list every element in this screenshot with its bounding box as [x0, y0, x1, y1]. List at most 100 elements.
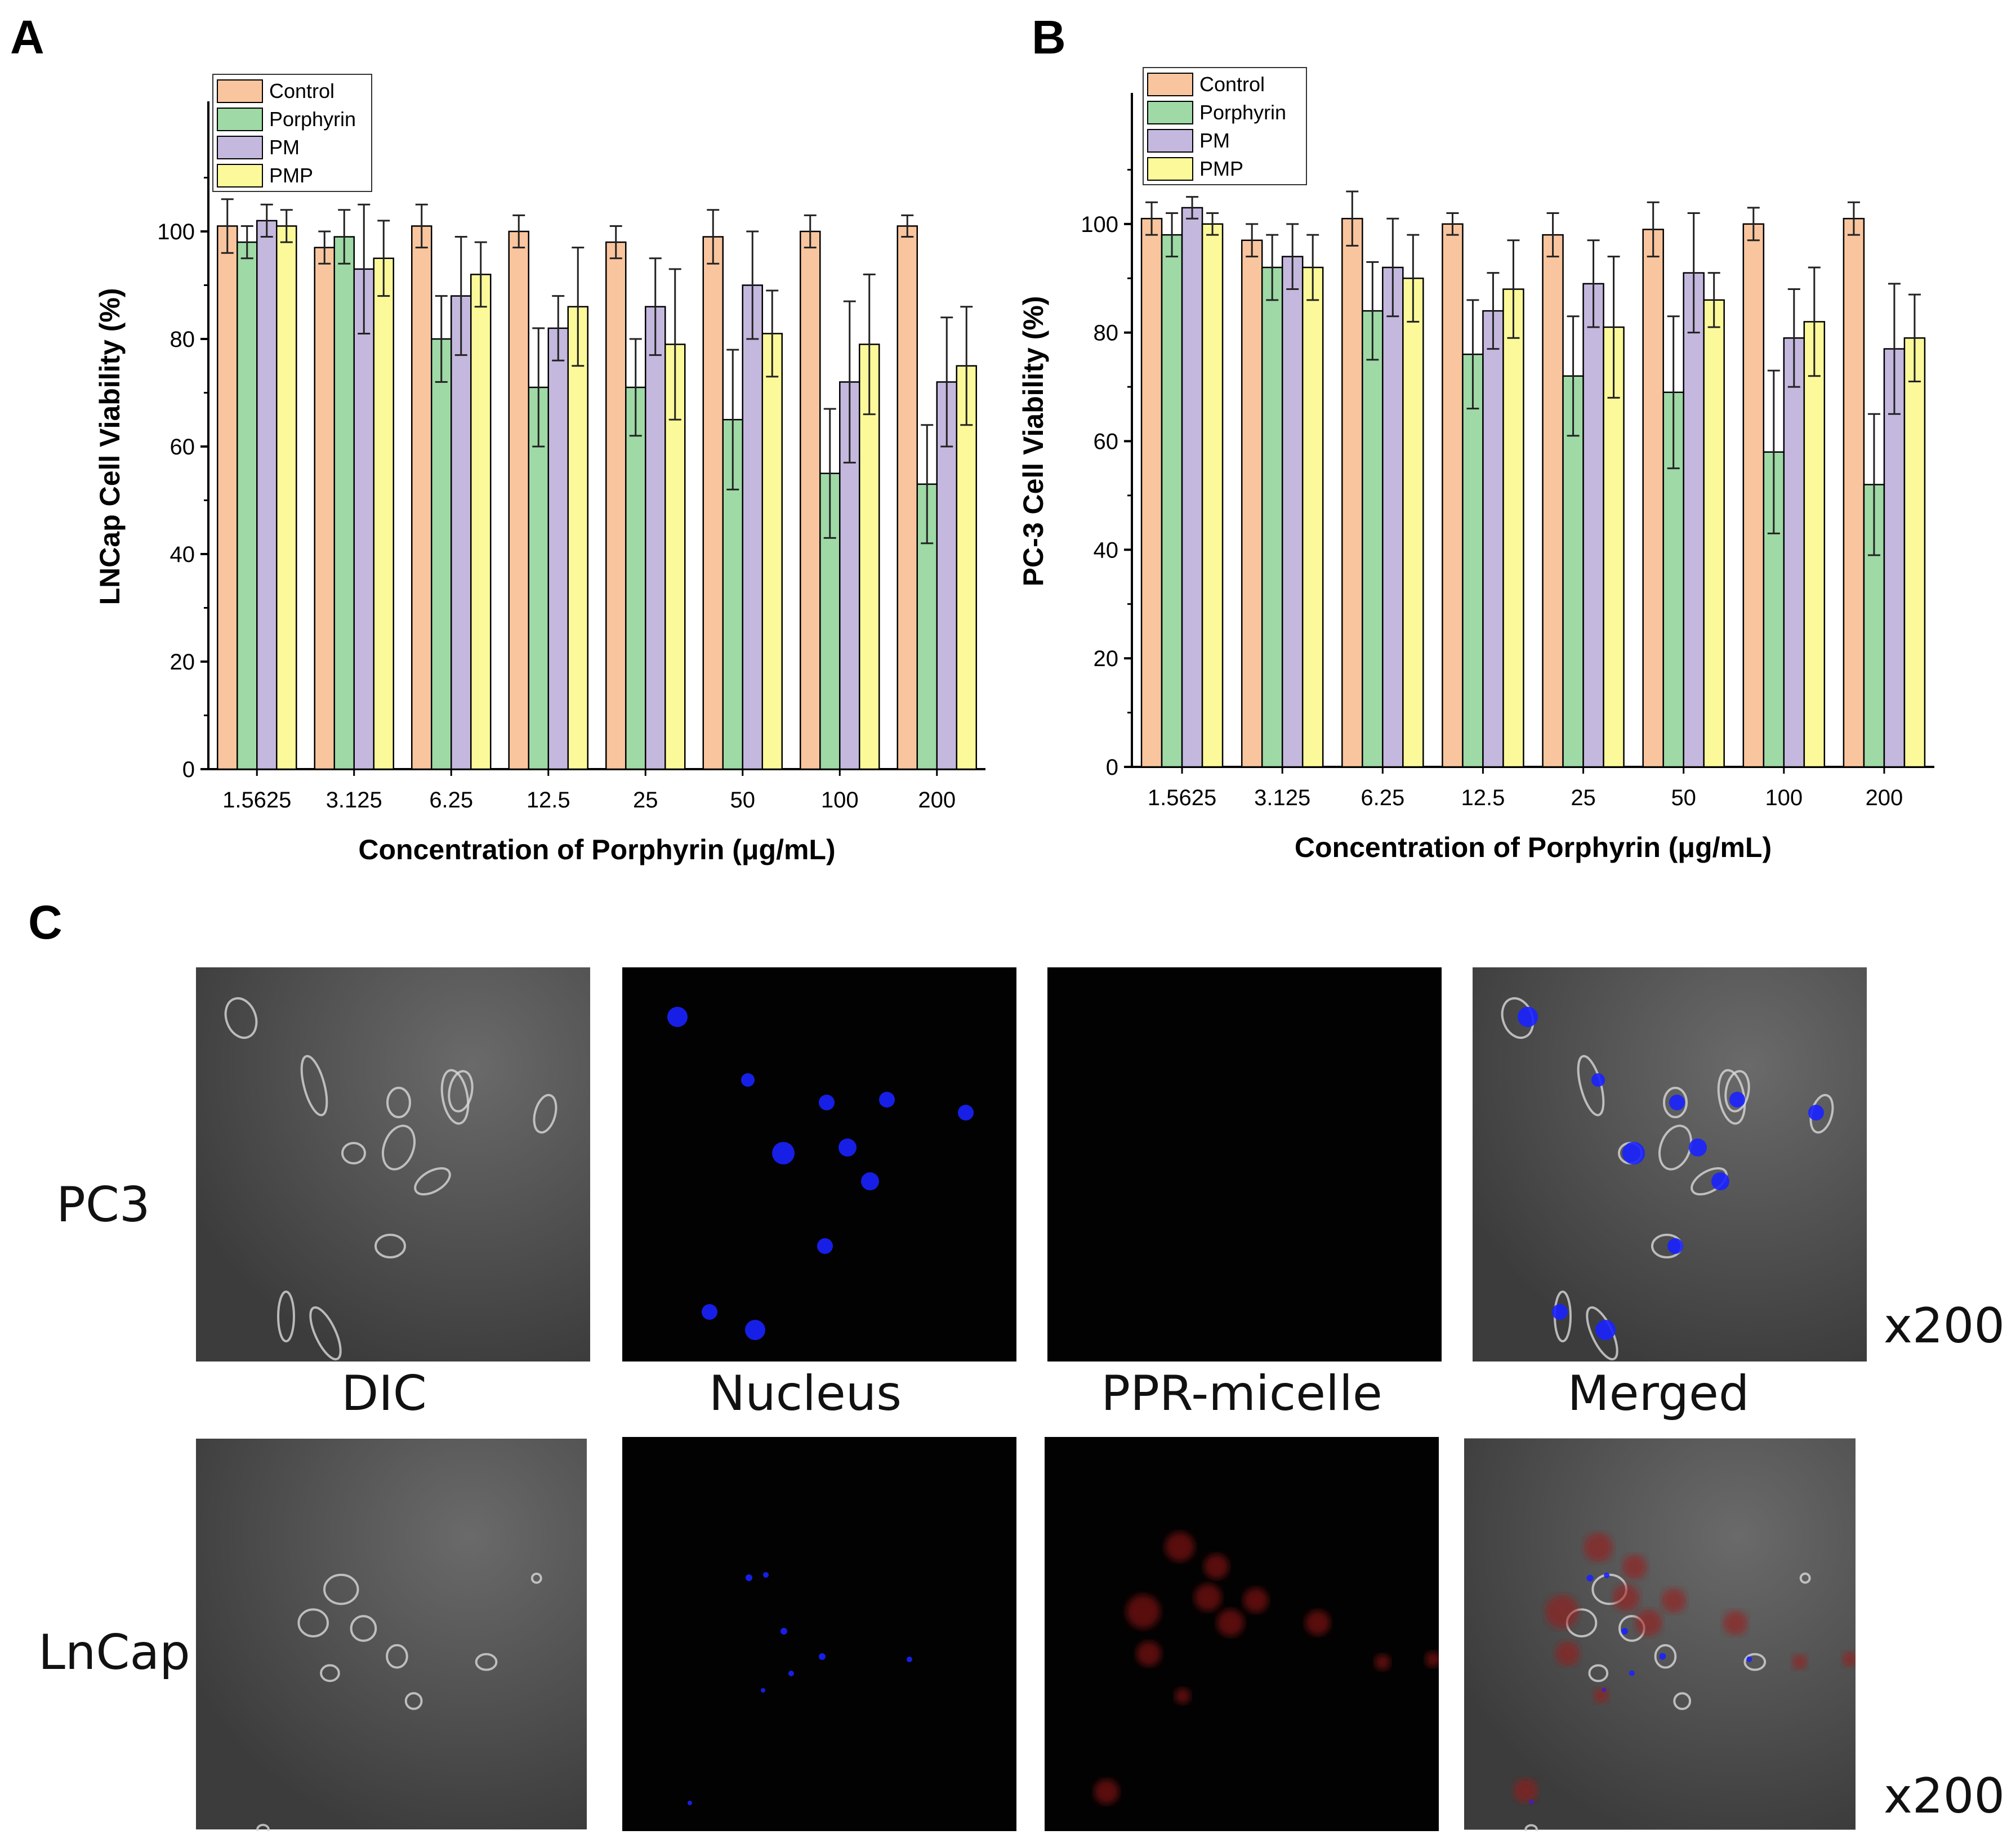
bar-control-1: [1241, 239, 1263, 768]
bar-pm-5: [1683, 272, 1705, 768]
bar-pmp-4: [1603, 326, 1625, 768]
bar-control-2: [1341, 217, 1363, 768]
bar-pm-2: [451, 295, 472, 770]
bar-pmp-5: [761, 333, 783, 770]
x-tick-label: 50: [730, 788, 756, 813]
legend-label-porphyrin: Porphyrin: [269, 108, 356, 131]
x-axis-label: Concentration of Porphyrin (μg/mL): [1295, 832, 1772, 863]
bar-pm-4: [1582, 283, 1604, 768]
bar-pmp-2: [470, 274, 492, 770]
panel-label-b: B: [1032, 11, 1066, 64]
magnification-label-bottom: x200: [1884, 1768, 2005, 1824]
bar-pmp-2: [1402, 278, 1424, 768]
bar-pmp-7: [956, 365, 977, 770]
panel-label-a: A: [10, 11, 44, 64]
bar-pmp-7: [1903, 337, 1926, 768]
bar-control-3: [1442, 223, 1464, 768]
micrograph-lncap-red: [1045, 1437, 1439, 1831]
bar-porphyrin-3: [1462, 353, 1484, 768]
y-tick-label: 100: [1081, 212, 1118, 237]
bar-control-6: [1742, 223, 1765, 768]
panel-label-c: C: [28, 896, 63, 949]
bar-pmp-1: [373, 257, 394, 770]
bar-pm-6: [1783, 337, 1805, 768]
legend-swatch-porphyrin: [217, 108, 263, 131]
x-tick-label: 12.5: [527, 788, 570, 813]
micrograph-lncap-dic: [196, 1437, 587, 1831]
y-tick-label: 80: [1094, 321, 1119, 346]
x-tick-label: 100: [1765, 785, 1803, 810]
bar-pm-4: [645, 306, 666, 770]
bar-control-0: [1140, 217, 1163, 768]
column-label-merged: Merged: [1567, 1365, 1750, 1422]
legend-label-pm: PM: [1199, 129, 1230, 152]
bar-control-7: [1843, 217, 1865, 768]
bar-control-3: [508, 230, 529, 770]
bar-porphyrin-4: [625, 386, 646, 770]
y-axis-label: PC-3 Cell Viability (%): [1018, 296, 1049, 587]
bar-porphyrin-0: [237, 241, 258, 770]
bar-porphyrin-0: [1161, 234, 1183, 768]
y-axis-label: LNCap Cell Viability (%): [94, 288, 126, 605]
bar-pm-0: [1181, 207, 1203, 768]
x-tick-label: 200: [918, 788, 956, 813]
x-tick-label: 1.5625: [1148, 785, 1216, 810]
column-label-dic: DIC: [341, 1365, 427, 1422]
y-tick-label: 100: [157, 220, 195, 244]
bar-porphyrin-1: [1261, 266, 1283, 768]
x-tick-label: 6.25: [1361, 785, 1404, 810]
bar-porphyrin-2: [431, 338, 452, 770]
y-tick-label: 0: [1106, 755, 1118, 780]
x-tick-label: 100: [821, 788, 859, 813]
legend-swatch-control: [1147, 73, 1193, 96]
bar-pmp-1: [1301, 266, 1324, 768]
legend-swatch-porphyrin: [1147, 101, 1193, 124]
legend-label-porphyrin: Porphyrin: [1199, 101, 1286, 124]
micrograph-pc3-dic: [196, 967, 590, 1362]
legend: Control Porphyrin PM PMP: [212, 74, 372, 192]
bar-pmp-5: [1703, 299, 1725, 768]
bar-pm-0: [256, 220, 278, 770]
micrograph-pc3-nuc: [622, 967, 1016, 1362]
y-tick-label: 40: [1094, 538, 1119, 563]
legend-swatch-pmp: [217, 164, 263, 188]
x-tick-label: 200: [1866, 785, 1903, 810]
bar-pmp-3: [567, 306, 588, 770]
bar-porphyrin-2: [1362, 310, 1384, 768]
y-tick-label: 40: [170, 542, 195, 567]
legend-swatch-pmp: [1147, 157, 1193, 181]
chart-lncap-viability: 0 20 40 60 80 100 1.5625 3.125 6.25 12.5 25 50 100 20…: [94, 74, 985, 865]
y-tick-label: 20: [1094, 646, 1119, 671]
bar-pm-5: [742, 284, 763, 770]
x-tick-label: 50: [1671, 785, 1696, 810]
bar-pm-1: [1281, 256, 1304, 768]
bar-pmp-0: [276, 225, 297, 770]
row-label-lncap: LnCap: [38, 1624, 190, 1681]
bar-pmp-6: [1803, 321, 1826, 768]
column-label-ppr-micelle: PPR-micelle: [1101, 1365, 1382, 1422]
legend: Control Porphyrin PM PMP: [1143, 67, 1307, 185]
bar-pm-3: [547, 327, 569, 770]
bar-pmp-3: [1502, 288, 1524, 768]
x-tick-label: 6.25: [429, 788, 473, 813]
row-label-pc3: PC3: [56, 1177, 150, 1233]
bar-control-6: [800, 230, 821, 770]
x-tick-label: 25: [633, 788, 658, 813]
x-tick-label: 3.125: [1254, 785, 1310, 810]
legend-label-pmp: PMP: [1199, 157, 1243, 180]
legend-swatch-pm: [217, 136, 263, 159]
micrograph-lncap-merge: [1464, 1437, 1856, 1831]
bar-control-0: [217, 225, 238, 770]
micrograph-pc3-red: [1047, 967, 1442, 1362]
y-tick-label: 60: [170, 435, 195, 459]
column-label-nucleus: Nucleus: [708, 1365, 902, 1422]
legend-label-pm: PM: [269, 136, 300, 159]
x-tick-label: 12.5: [1461, 785, 1505, 810]
x-axis-label: Concentration of Porphyrin (μg/mL): [358, 834, 835, 865]
magnification-label-top: x200: [1884, 1298, 2005, 1354]
chart-pc3-viability: 0 20 40 60 80 100 1.5625 3.125 6.25 12.5 25 50 100 20…: [1018, 67, 1934, 863]
bar-control-5: [702, 236, 724, 770]
x-tick-label: 1.5625: [222, 788, 291, 813]
y-tick-label: 80: [170, 327, 195, 352]
legend-label-pmp: PMP: [269, 164, 313, 187]
